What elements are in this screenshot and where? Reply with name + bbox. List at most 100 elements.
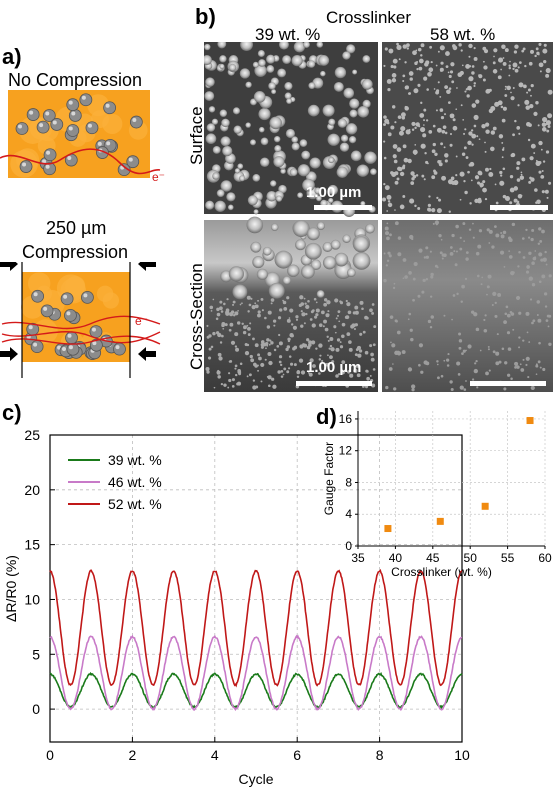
sem-particle (484, 197, 488, 201)
sem-particle (387, 200, 391, 203)
sem-particle (432, 142, 436, 147)
sem-particle (498, 360, 502, 364)
sem-particle (461, 352, 464, 355)
sem-particle (504, 312, 508, 316)
sem-particle (260, 362, 265, 368)
sem-particle (485, 122, 490, 127)
sem-particle (228, 266, 245, 282)
sem-particle (301, 264, 315, 279)
sem-particle (417, 83, 421, 87)
sem-particle (230, 340, 236, 345)
filler-particle (66, 124, 80, 137)
sem-particle (356, 373, 361, 378)
sem-particle (391, 78, 397, 83)
sem-particle (448, 87, 452, 90)
sem-particle (507, 347, 512, 351)
sem-particle (516, 178, 521, 182)
sem-particle (448, 74, 452, 79)
series-line (49, 634, 463, 712)
sem-particle (490, 106, 496, 111)
sem-particle (349, 98, 360, 109)
sem-particle (295, 318, 299, 321)
sem-particle (464, 90, 467, 93)
sem-particle (476, 135, 479, 138)
sem-particle (261, 309, 264, 312)
y-tick-label: 20 (24, 482, 40, 498)
sem-particle (345, 123, 358, 135)
scalebar-cross-39 (296, 381, 372, 386)
sem-particle (337, 372, 341, 376)
y-tick-label: 15 (24, 537, 40, 553)
sem-particle (458, 339, 463, 343)
sem-particle (496, 333, 499, 336)
plot-frame (49, 434, 463, 743)
sem-particle (440, 238, 443, 241)
sem-particle (257, 50, 265, 58)
particle-highlight (52, 120, 57, 125)
sem-particle (473, 114, 479, 120)
sem-particle (508, 64, 511, 67)
sem-particle (247, 195, 258, 206)
filler-particle (40, 304, 54, 318)
sem-particle (482, 180, 486, 184)
sem-particle (354, 353, 358, 357)
sem-particle (462, 222, 466, 226)
sem-particle (477, 170, 483, 176)
sem-particle (444, 85, 449, 90)
sem-particle (528, 180, 532, 184)
sem-particle (342, 51, 351, 60)
sem-particle (234, 345, 238, 348)
sem-particle (534, 54, 537, 58)
sem-particle (504, 88, 507, 91)
sem-particle (420, 370, 424, 374)
sem-particle (260, 137, 269, 146)
sem-particle (250, 241, 262, 253)
sem-particle (270, 341, 274, 345)
filler-particle (66, 342, 80, 356)
sem-particle (270, 180, 277, 187)
schematic-compression (0, 262, 161, 378)
sem-particle (504, 195, 511, 202)
sem-particle (300, 370, 306, 375)
sem-particle (288, 355, 292, 358)
sem-particle (423, 119, 425, 122)
x-tick-label: 2 (129, 747, 137, 763)
sem-particle (204, 91, 215, 102)
sem-particle (324, 327, 329, 332)
sem-particle (512, 328, 515, 331)
sem-particle (385, 385, 389, 390)
sem-particle (386, 236, 390, 241)
sem-particle (543, 43, 547, 47)
sem-particle (493, 55, 495, 58)
sem-particle (488, 369, 491, 372)
sem-particle (546, 129, 550, 133)
sem-particle (505, 305, 509, 309)
particle-highlight (39, 123, 44, 128)
sem-particle (460, 104, 463, 107)
filler-particle (103, 101, 117, 115)
sem-particle (536, 199, 541, 205)
sem-particle (300, 324, 304, 328)
sem-particle (411, 384, 416, 389)
sem-particle (382, 197, 387, 202)
sem-particle (262, 342, 267, 347)
sem-particle (268, 384, 271, 388)
sem-particle (423, 178, 426, 181)
sem-particle (486, 285, 490, 289)
sem-particle (458, 346, 462, 350)
sem-particle (220, 310, 224, 313)
sem-particle (286, 98, 292, 105)
sem-particle (492, 69, 498, 74)
sem-particle (467, 140, 472, 145)
filler-particle (26, 108, 40, 121)
sem-particle (402, 258, 407, 262)
sem-particle (339, 142, 350, 152)
particle-highlight (22, 162, 27, 167)
sem-particle (289, 333, 294, 338)
particle-highlight (91, 327, 96, 332)
sem-particle (239, 362, 243, 366)
sem-particle (319, 354, 322, 357)
sem-particle (503, 320, 507, 324)
sem-particle (528, 251, 532, 256)
sem-particle (306, 338, 310, 342)
